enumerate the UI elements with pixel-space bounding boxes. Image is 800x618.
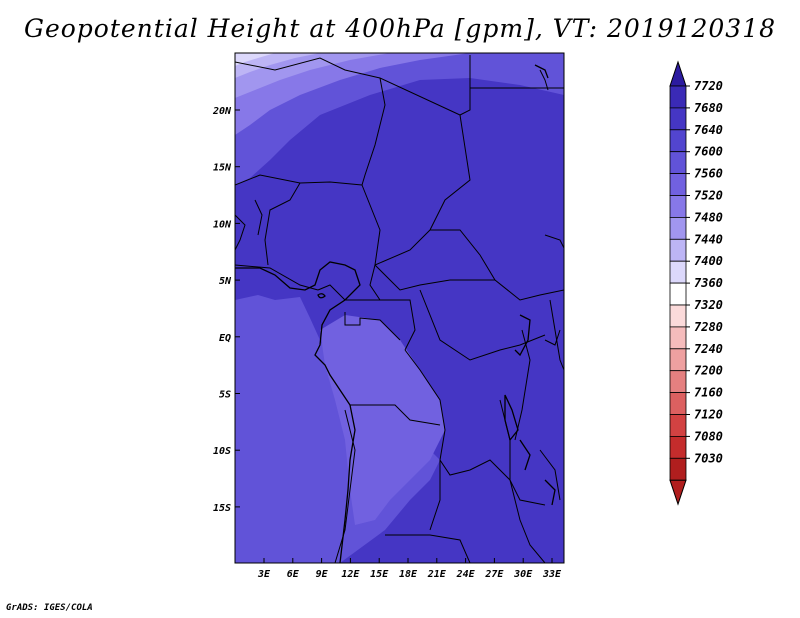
colorbar-box: [669, 173, 687, 196]
colorbar-box: [669, 85, 687, 109]
country-borders: [235, 55, 564, 563]
lon-tick-label: 6E: [287, 569, 300, 580]
lon-tick-label: 30E: [513, 569, 533, 580]
colorbar-box: [669, 151, 687, 174]
chart-title: Geopotential Height at 400hPa [gpm], VT:…: [23, 14, 777, 43]
lat-tick-label: EQ: [219, 333, 231, 344]
coastline: [235, 64, 556, 564]
colorbar-box: [669, 195, 687, 218]
contour-7520-north: [235, 53, 390, 98]
colorbar-label: 7080: [694, 429, 723, 443]
colorbar-box: [669, 392, 687, 415]
colorbar-label: 7600: [694, 145, 723, 159]
contour-field: [235, 53, 564, 563]
lat-tick-label: 5S: [219, 390, 231, 401]
lon-tick-label: 27E: [484, 569, 504, 580]
colorbar-box: [669, 282, 687, 306]
colorbar-box: [669, 260, 687, 284]
lon-tick-label: 24E: [456, 569, 476, 580]
colorbar-label: 7280: [694, 320, 723, 334]
grads-credit: GrADS: IGES/COLA: [6, 603, 93, 613]
colorbar-label: 7200: [694, 364, 723, 378]
colorbar-label: 7680: [694, 101, 723, 115]
colorbar-box: [669, 348, 687, 372]
colorbar-label: 7360: [694, 276, 723, 290]
lat-tick-label: 10S: [213, 446, 231, 457]
contour-7560-band: [320, 315, 445, 525]
lat-tick-label: 15S: [213, 503, 231, 514]
colorbar-label: 7440: [694, 232, 723, 246]
lon-tick-label: 33E: [542, 569, 562, 580]
colorbar-box: [669, 107, 687, 131]
lon-tick-label: 3E: [257, 569, 271, 580]
contour-7440-north: [235, 53, 275, 66]
colorbar-box: [669, 216, 687, 240]
colorbar-box: [669, 414, 687, 437]
colorbar-label: 7400: [694, 254, 723, 268]
colorbar-box: [669, 370, 687, 394]
latitude-axis: 20N 15N 10N 5N EQ 5S 10S 15S: [212, 106, 240, 514]
colorbar-label: 7030: [694, 451, 723, 465]
colorbar-bottom-arrow: [669, 479, 687, 506]
colorbar-label: 7120: [694, 408, 723, 422]
colorbar-label: 7720: [694, 79, 723, 93]
longitude-axis: 3E 6E 9E 12E 15E 18E 21E 24E 27E 30E 33E: [257, 558, 562, 580]
colorbar: 7720 7680 7640 7600 7560 7520 7480 7440 7400 7360…: [669, 60, 723, 506]
colorbar-label: 7560: [694, 167, 723, 181]
colorbar-box: [669, 457, 687, 481]
lat-tick-label: 20N: [212, 106, 232, 117]
lon-tick-label: 12E: [341, 569, 360, 580]
colorbar-box: [669, 129, 687, 153]
lat-tick-label: 5N: [219, 276, 232, 287]
colorbar-box: [669, 238, 687, 262]
colorbar-box: [669, 326, 687, 350]
colorbar-box: [669, 435, 687, 459]
map-frame: [234, 52, 565, 564]
lon-tick-label: 21E: [427, 569, 447, 580]
colorbar-label: 7320: [694, 298, 723, 312]
lat-tick-label: 10N: [213, 219, 232, 230]
contour-7480-north: [235, 53, 320, 78]
colorbar-label: 7520: [694, 189, 723, 203]
colorbar-label: 7480: [694, 210, 723, 224]
colorbar-label: 7240: [694, 342, 723, 356]
colorbar-label: 7640: [694, 123, 723, 137]
lon-tick-label: 18E: [399, 569, 418, 580]
colorbar-label: 7160: [694, 386, 723, 400]
lon-tick-label: 15E: [370, 569, 389, 580]
lat-tick-label: 15N: [213, 163, 232, 174]
lon-tick-label: 9E: [316, 569, 329, 580]
colorbar-box: [669, 304, 687, 328]
colorbar-top-arrow: [669, 60, 687, 87]
